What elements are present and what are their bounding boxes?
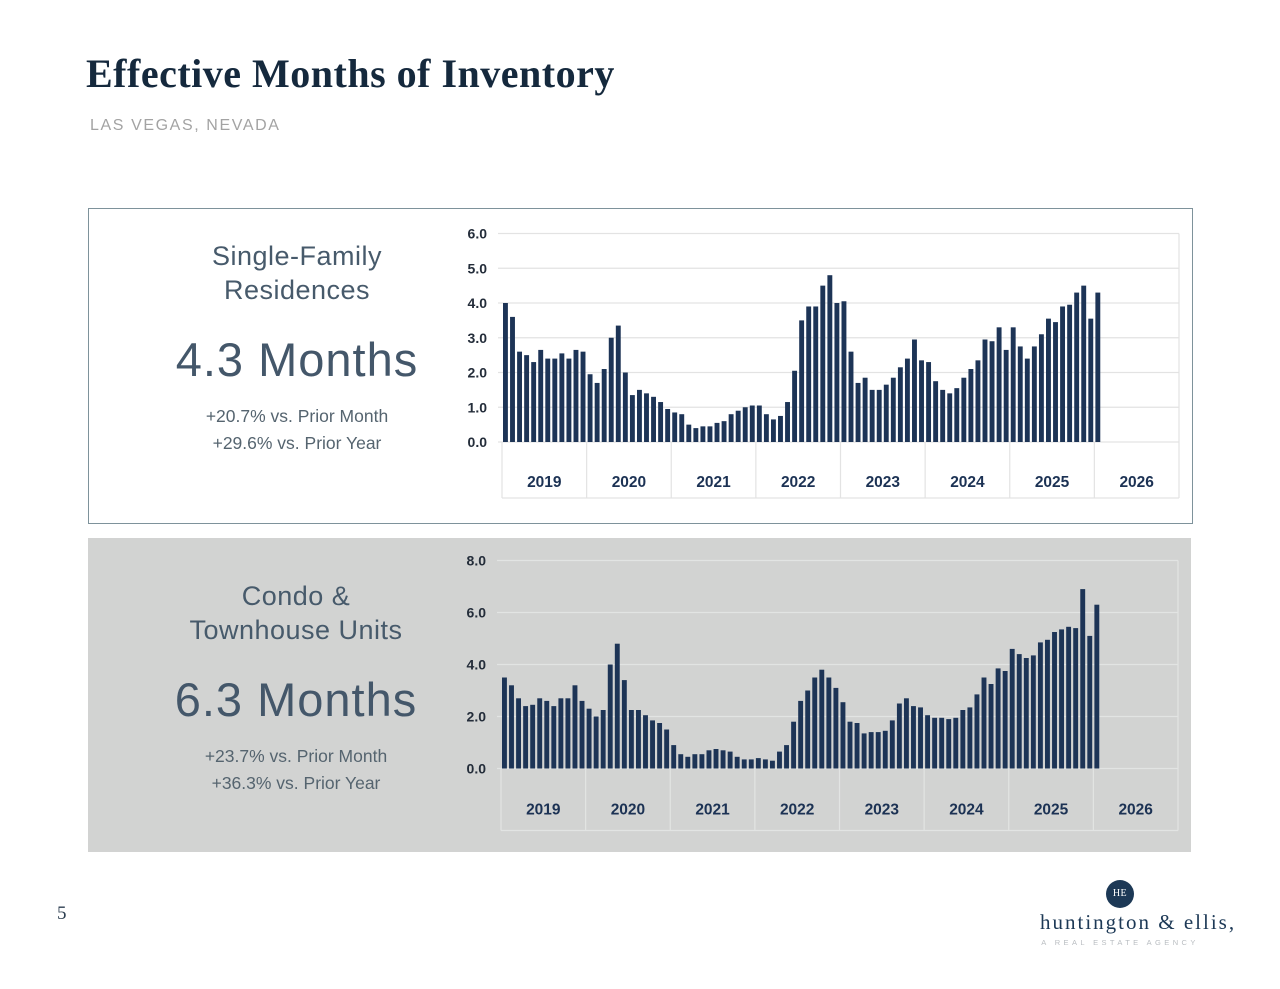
- page-number: 5: [57, 903, 67, 924]
- heading-line-1: Condo &: [241, 581, 351, 611]
- svg-text:2019: 2019: [527, 474, 562, 491]
- brand-logo: HE huntington & ellis, A REAL ESTATE AGE…: [1040, 880, 1237, 947]
- svg-text:2024: 2024: [949, 802, 984, 819]
- svg-text:5.0: 5.0: [468, 260, 488, 276]
- heading-line-2: Townhouse Units: [189, 615, 403, 645]
- page-subtitle: LAS VEGAS, NEVADA: [90, 117, 281, 134]
- svg-text:2026: 2026: [1119, 474, 1154, 491]
- svg-text:2024: 2024: [950, 474, 985, 491]
- stat-vs-prior-month: +20.7% vs. Prior Month: [205, 406, 389, 426]
- svg-text:6.0: 6.0: [468, 226, 488, 242]
- svg-text:8.0: 8.0: [467, 553, 487, 569]
- panel-single-family: Single-Family Residences 4.3 Months +20.…: [88, 208, 1193, 524]
- condo-bar-chart: 8.0 6.0 4.0 2.0 0.0 2019 2020 2021 2022 2023 2024 2…: [467, 553, 1179, 832]
- page-title: Effective Months of Inventory: [86, 51, 615, 96]
- svg-text:1.0: 1.0: [468, 399, 488, 415]
- svg-text:2023: 2023: [865, 802, 900, 819]
- stat-vs-prior-month: +23.7% vs. Prior Month: [204, 746, 388, 766]
- svg-text:2.0: 2.0: [467, 709, 487, 725]
- svg-text:2022: 2022: [781, 474, 815, 491]
- panel-condo-townhouse: Condo & Townhouse Units 6.3 Months +23.7…: [88, 538, 1191, 852]
- single-family-current-value: 4.3 Months: [175, 333, 419, 386]
- single-family-info: Single-Family Residences 4.3 Months +20.…: [117, 209, 477, 457]
- single-family-heading: Single-Family Residences: [117, 239, 477, 307]
- single-family-stats: +20.7% vs. Prior Month +29.6% vs. Prior …: [117, 403, 477, 457]
- heading-line-2: Residences: [223, 275, 371, 305]
- single-family-bar-chart: 6.0 5.0 4.0 3.0 2.0 1.0 0.0 2019 2020 2021 2022 202…: [468, 226, 1180, 499]
- svg-text:2025: 2025: [1035, 474, 1070, 491]
- svg-text:2.0: 2.0: [468, 365, 488, 381]
- svg-text:4.0: 4.0: [467, 657, 487, 673]
- stat-vs-prior-year: +36.3% vs. Prior Year: [211, 773, 381, 793]
- svg-text:2022: 2022: [780, 802, 814, 819]
- heading-line-1: Single-Family: [211, 241, 383, 271]
- logo-name: huntington & ellis,: [1040, 910, 1237, 934]
- svg-text:2021: 2021: [696, 474, 731, 491]
- stat-vs-prior-year: +29.6% vs. Prior Year: [212, 433, 382, 453]
- logo-tagline: A REAL ESTATE AGENCY: [1041, 938, 1199, 947]
- svg-text:0.0: 0.0: [467, 761, 487, 777]
- svg-text:3.0: 3.0: [468, 330, 488, 346]
- logo-monogram-icon: HE: [1106, 880, 1134, 908]
- svg-text:2025: 2025: [1034, 802, 1069, 819]
- svg-text:0.0: 0.0: [468, 434, 488, 450]
- svg-text:2020: 2020: [611, 802, 645, 819]
- svg-text:2019: 2019: [526, 802, 561, 819]
- condo-current-value: 6.3 Months: [174, 673, 418, 726]
- svg-text:2021: 2021: [695, 802, 730, 819]
- svg-text:6.0: 6.0: [467, 605, 487, 621]
- svg-text:4.0: 4.0: [468, 295, 488, 311]
- svg-text:2026: 2026: [1118, 802, 1153, 819]
- condo-stats: +23.7% vs. Prior Month +36.3% vs. Prior …: [116, 743, 476, 797]
- condo-info: Condo & Townhouse Units 6.3 Months +23.7…: [116, 538, 476, 797]
- condo-heading: Condo & Townhouse Units: [116, 579, 476, 647]
- svg-text:2020: 2020: [612, 474, 646, 491]
- svg-text:2023: 2023: [866, 474, 901, 491]
